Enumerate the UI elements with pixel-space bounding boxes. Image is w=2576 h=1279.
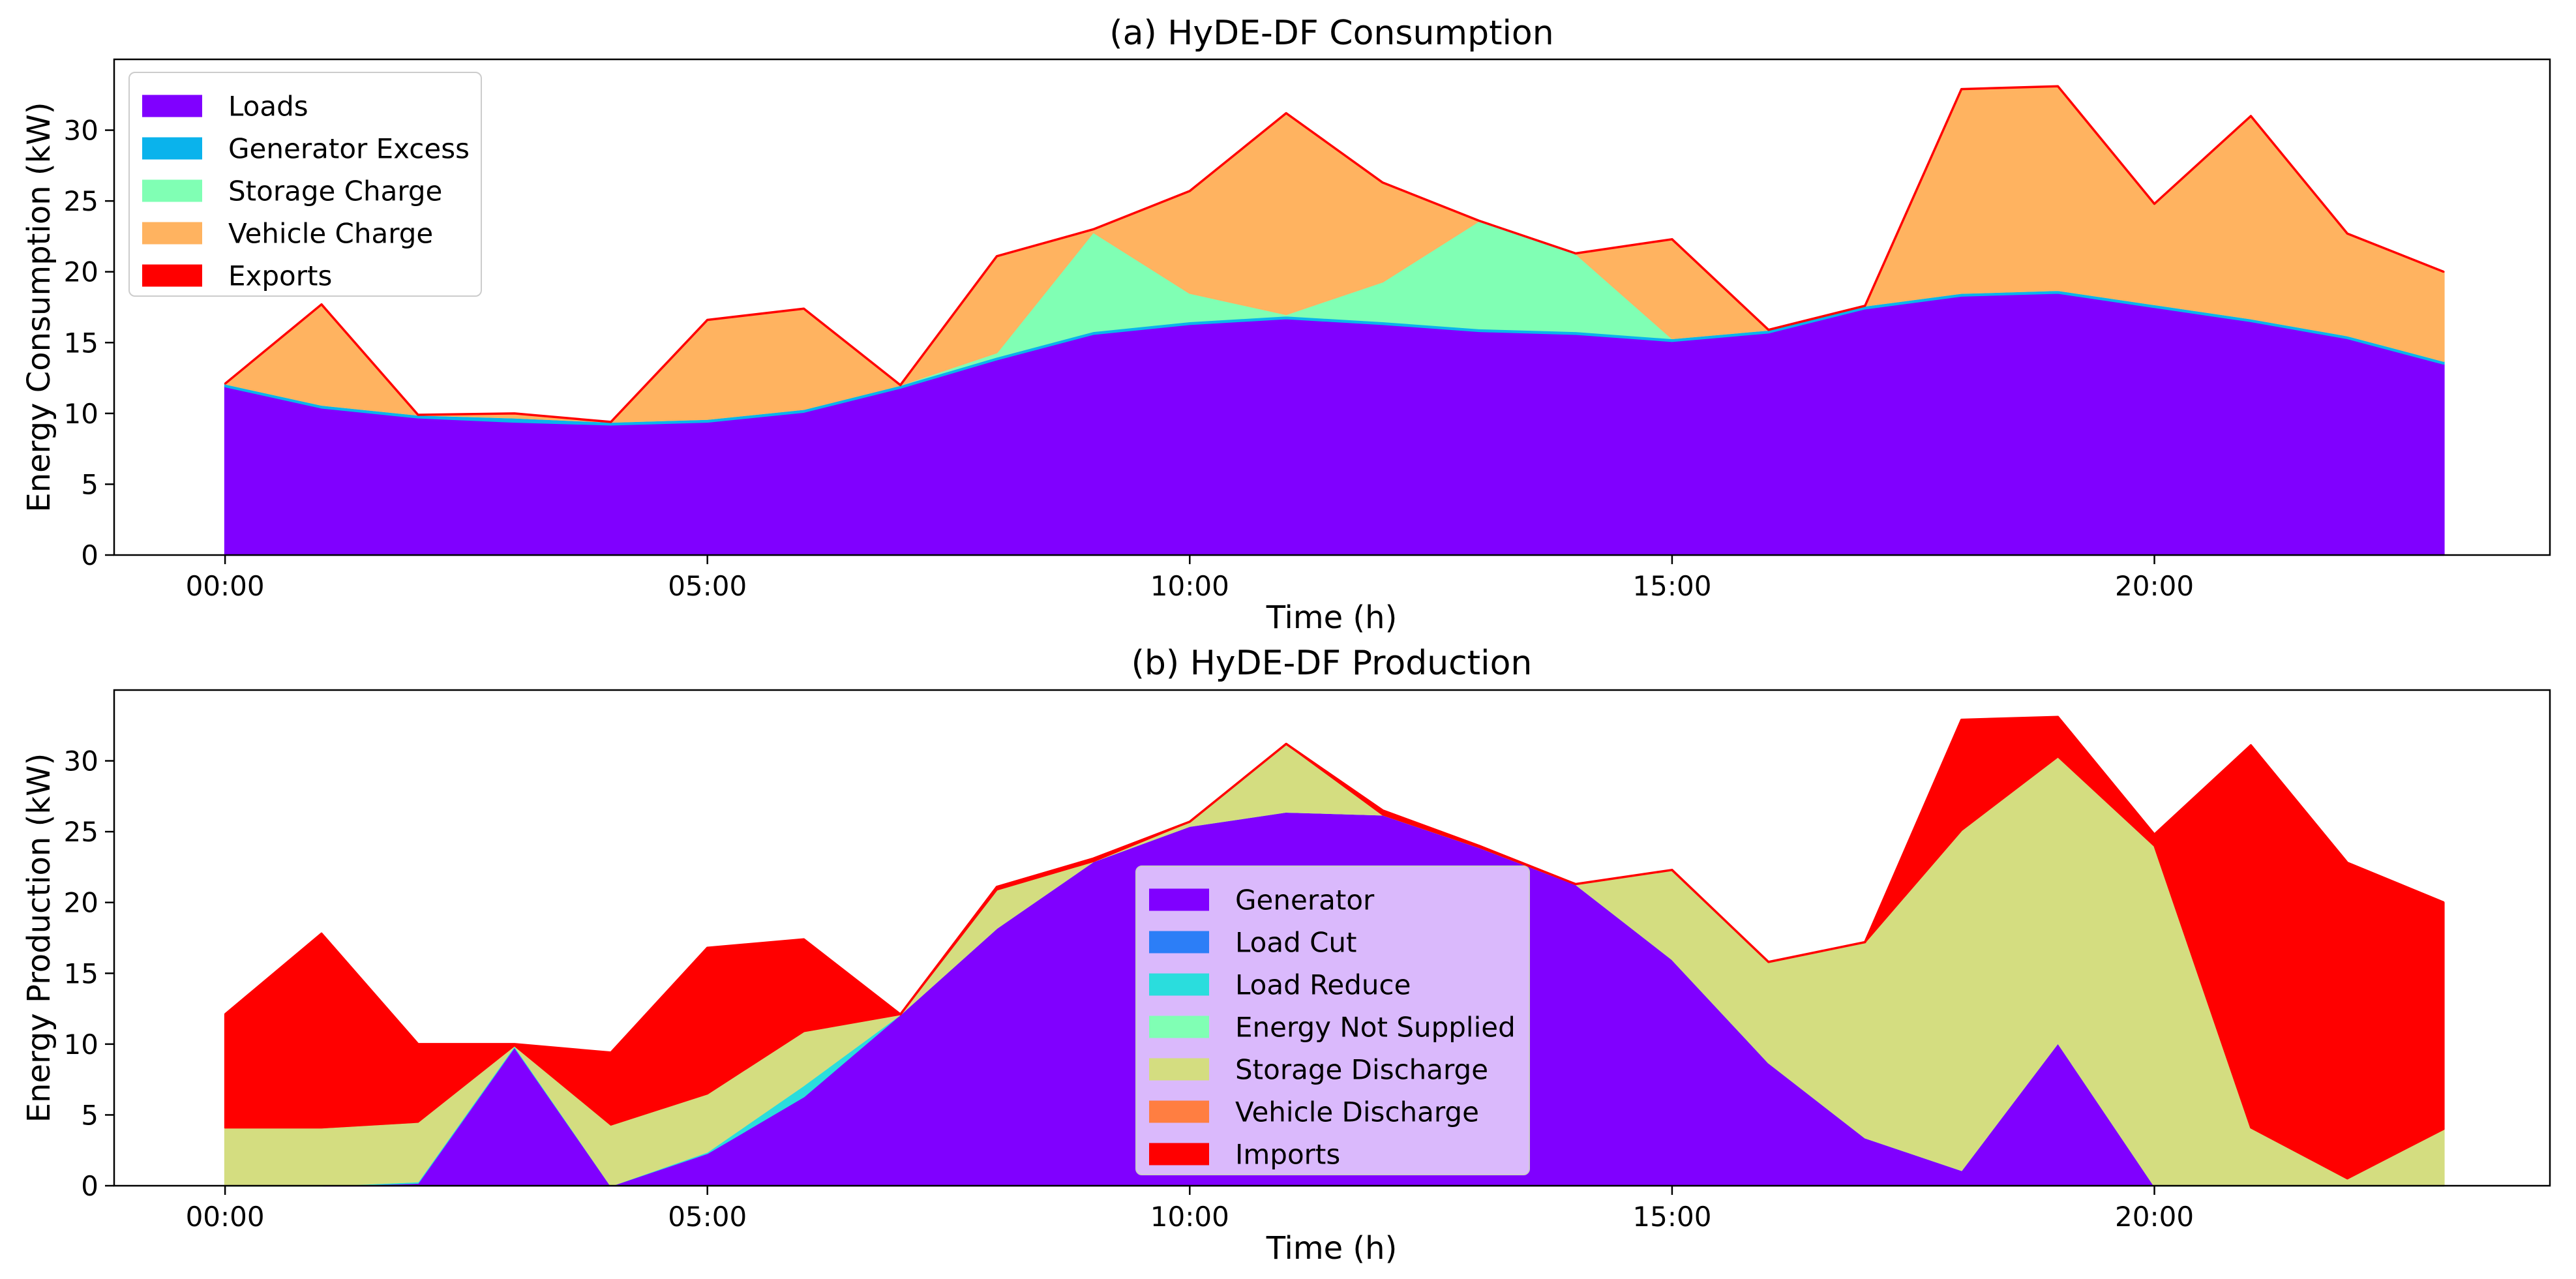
production-panel: (b) HyDE-DF Production 00:00 05:00 10:00 15… [21, 644, 2551, 1267]
consumption-y-tick-label: 10 [64, 398, 98, 430]
production-y-tick-label: 15 [64, 957, 98, 989]
production-title: (b) HyDE-DF Production [1131, 644, 1533, 683]
production-y-tick-label: 30 [64, 745, 98, 777]
consumption-legend-label-storage-charge: Storage Charge [228, 175, 442, 207]
consumption-x-axis-label: Time (h) [1266, 599, 1398, 636]
production-y-tick-label: 25 [64, 816, 98, 848]
consumption-panel: (a) HyDE-DF Consumption 00:00 05:00 10:00 1… [21, 14, 2551, 636]
consumption-y-axis-label: Energy Consumption (kW) [21, 102, 57, 512]
production-y-tick-label: 10 [64, 1029, 98, 1061]
consumption-legend-label-exports: Exports [228, 260, 332, 292]
consumption-x-tick-label: 10:00 [1150, 570, 1229, 602]
production-legend-label-load-cut: Load Cut [1235, 927, 1357, 959]
production-legend-swatch-storage-discharge [1149, 1058, 1209, 1081]
consumption-legend-swatch-exports [142, 264, 202, 287]
production-legend-label-storage-discharge: Storage Discharge [1235, 1054, 1488, 1086]
production-x-tick-label: 10:00 [1150, 1201, 1229, 1233]
consumption-x-tick-label: 05:00 [668, 570, 747, 602]
production-y-tick-label: 0 [81, 1170, 98, 1202]
consumption-y-tick-label: 0 [81, 539, 98, 571]
consumption-legend-label-loads: Loads [228, 91, 308, 123]
consumption-x-tick-label: 15:00 [1632, 570, 1711, 602]
consumption-x-ticks: 00:00 05:00 10:00 15:00 20:00 [186, 555, 2194, 602]
consumption-y-tick-label: 5 [81, 468, 98, 500]
consumption-legend-swatch-loads [142, 95, 202, 117]
production-legend-label-imports: Imports [1235, 1139, 1340, 1171]
consumption-legend-label-generator-excess: Generator Excess [228, 133, 470, 165]
production-legend: Generator Load Cut Load Reduce Energy Not S… [1135, 865, 1530, 1175]
production-plot-frame [113, 689, 2551, 1187]
production-x-tick-label: 20:00 [2115, 1201, 2194, 1233]
production-legend-swatch-energy-not-supplied [1149, 1016, 1209, 1038]
production-legend-box [1135, 865, 1530, 1175]
production-legend-swatch-load-cut [1149, 931, 1209, 954]
consumption-y-tick-label: 15 [64, 327, 98, 359]
production-y-tick-label: 20 [64, 887, 98, 919]
production-legend-swatch-load-reduce [1149, 973, 1209, 996]
consumption-total-line [224, 85, 2444, 423]
consumption-title: (a) HyDE-DF Consumption [1109, 14, 1553, 53]
production-legend-label-generator: Generator [1235, 884, 1375, 916]
production-legend-label-load-reduce: Load Reduce [1235, 969, 1411, 1001]
production-y-axis-label: Energy Production (kW) [21, 753, 57, 1123]
production-x-ticks: 00:00 05:00 10:00 15:00 20:00 [186, 1186, 2194, 1233]
production-x-axis-label: Time (h) [1266, 1230, 1398, 1267]
consumption-top-edge-line [224, 85, 2444, 423]
consumption-y-ticks: 0 5 10 15 20 25 30 [64, 115, 114, 571]
production-x-tick-label: 05:00 [668, 1201, 747, 1233]
production-legend-label-vehicle-discharge: Vehicle Discharge [1235, 1096, 1479, 1128]
consumption-legend-swatch-generator-excess [142, 137, 202, 160]
production-y-tick-label: 5 [81, 1099, 98, 1131]
production-x-tick-label: 15:00 [1632, 1201, 1711, 1233]
consumption-legend-swatch-vehicle-charge [142, 222, 202, 245]
production-legend-swatch-imports [1149, 1143, 1209, 1166]
production-top-edge-line [224, 715, 2444, 1054]
production-legend-swatch-generator [1149, 888, 1209, 911]
production-legend-label-energy-not-supplied: Energy Not Supplied [1235, 1012, 1516, 1044]
production-x-tick-label: 00:00 [186, 1201, 265, 1233]
production-y-ticks: 0 5 10 15 20 25 30 [64, 745, 114, 1202]
consumption-x-tick-label: 00:00 [186, 570, 265, 602]
production-legend-swatch-vehicle-discharge [1149, 1100, 1209, 1123]
consumption-legend: Loads Generator Excess Storage Charge Vehic… [128, 72, 482, 297]
consumption-legend-label-vehicle-charge: Vehicle Charge [228, 218, 433, 250]
consumption-plot-frame [113, 58, 2551, 556]
consumption-x-tick-label: 20:00 [2115, 570, 2194, 602]
consumption-y-tick-label: 25 [64, 185, 98, 217]
production-total-line [224, 715, 2444, 1054]
consumption-legend-box [128, 72, 482, 297]
consumption-y-tick-label: 20 [64, 256, 98, 288]
consumption-y-tick-label: 30 [64, 115, 98, 147]
consumption-legend-swatch-storage-charge [142, 179, 202, 202]
